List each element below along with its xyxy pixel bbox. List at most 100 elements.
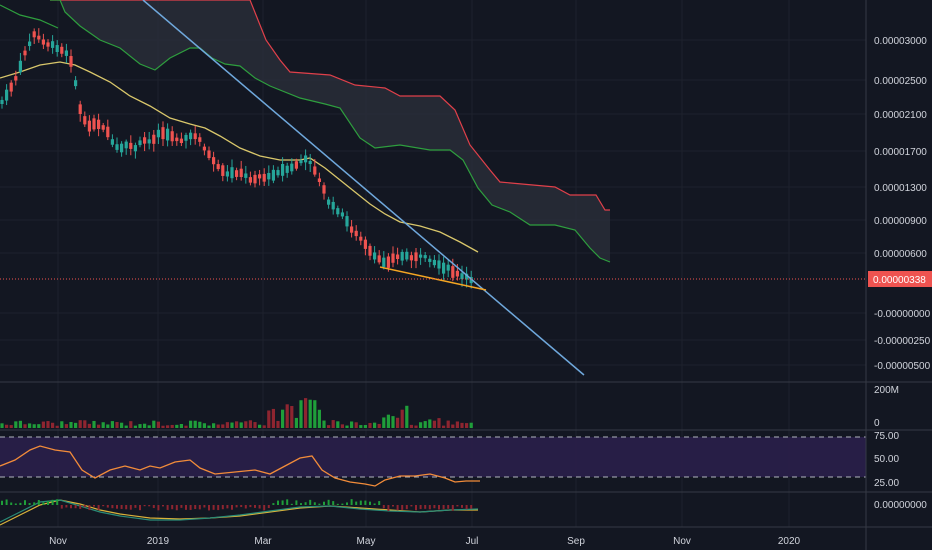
candle-body <box>152 134 156 144</box>
macd-histogram-bar <box>415 505 417 511</box>
x-axis-label: Nov <box>673 536 691 547</box>
axis-labels: 0.00003000 0.00002500 0.00002100 0.00001700… <box>49 36 932 547</box>
macd-histogram-bar <box>318 503 321 505</box>
macd-histogram-bar <box>37 499 40 505</box>
volume-bar <box>285 404 289 428</box>
macd-histogram-bar <box>93 505 95 507</box>
macd-histogram-bar <box>88 505 91 511</box>
volume-bar <box>5 424 9 428</box>
macd-histogram-bar <box>461 505 463 508</box>
candle-body <box>317 178 321 183</box>
volume-bar <box>193 420 197 428</box>
volume-bar <box>340 424 344 428</box>
volume-bar <box>64 424 68 428</box>
candle-body <box>423 255 427 259</box>
volume-bar <box>83 420 87 428</box>
candlestick-series <box>0 28 473 289</box>
candle-body <box>409 255 413 261</box>
macd-histogram-bar <box>74 505 77 509</box>
volume-bar <box>386 414 390 428</box>
candle-body <box>290 163 294 172</box>
volume-bar <box>51 422 55 428</box>
macd-histogram-bar <box>378 501 381 505</box>
candle-body <box>161 127 165 140</box>
price-tick-label: -0.00000500 <box>874 361 931 372</box>
volume-bar <box>451 424 455 428</box>
moving-average-line <box>0 61 479 253</box>
volume-bar <box>290 406 294 428</box>
candle-body <box>405 251 409 260</box>
macd-histogram-bar <box>162 505 164 507</box>
volume-bar <box>32 424 36 428</box>
macd-histogram-bar <box>433 505 436 509</box>
candle-body <box>60 46 64 54</box>
candle-body <box>345 216 349 227</box>
volume-bar <box>331 420 335 428</box>
candle-body <box>110 139 114 145</box>
macd-histogram-bar <box>198 505 201 510</box>
candle-body <box>313 166 317 175</box>
candle-body <box>239 168 243 177</box>
candle-body <box>0 99 4 104</box>
macd-histogram-bar <box>111 505 114 509</box>
macd-histogram-bar <box>332 501 335 505</box>
macd-histogram-bar <box>346 502 348 505</box>
macd-histogram-bar <box>56 499 59 505</box>
candle-body <box>428 258 432 262</box>
volume-bar <box>345 425 349 428</box>
volume-bar <box>377 423 381 428</box>
candle-body <box>64 50 68 56</box>
volume-bar <box>212 423 216 428</box>
macd-histogram-bar <box>28 503 31 505</box>
volume-bar <box>179 423 183 428</box>
macd-histogram-bar <box>97 505 100 510</box>
volume-bar <box>115 422 119 428</box>
candle-body <box>469 277 473 284</box>
candle-body <box>156 129 160 138</box>
volume-bar <box>299 400 303 428</box>
macd-histogram-bar <box>70 505 72 509</box>
macd-histogram-bar <box>438 505 440 510</box>
volume-bar <box>170 424 174 428</box>
volume-bar <box>253 422 257 428</box>
macd-histogram-bar <box>19 502 22 505</box>
macd-histogram-bar <box>396 505 399 511</box>
candle-body <box>276 170 280 176</box>
macd-histogram-bar <box>116 505 118 509</box>
macd-histogram-bar <box>166 505 169 510</box>
volume-bar <box>313 400 317 428</box>
volume-bar <box>244 421 248 428</box>
volume-bar <box>0 423 4 428</box>
candle-body <box>340 212 344 217</box>
volume-bar <box>152 420 156 428</box>
price-tick-label: 0.00003000 <box>874 36 927 47</box>
candle-body <box>101 125 105 130</box>
macd-histogram-bar <box>194 505 197 510</box>
macd-histogram-bar <box>300 503 302 505</box>
macd-histogram-bar <box>341 503 344 505</box>
candle-body <box>9 82 13 92</box>
candle-body <box>327 199 331 205</box>
rsi-tick-label: 25.00 <box>874 478 899 489</box>
price-tick-label: 0.00001700 <box>874 147 927 158</box>
candle-body <box>179 138 183 144</box>
candle-body <box>451 266 455 278</box>
macd-histogram-bar <box>373 503 376 505</box>
candle-body <box>41 39 45 45</box>
x-axis-label: Mar <box>254 536 272 547</box>
candle-body <box>106 126 110 138</box>
volume-bar <box>373 422 377 428</box>
macd-histogram-bar <box>152 505 155 509</box>
candle-body <box>189 132 193 140</box>
candle-body <box>308 161 312 165</box>
volume-bar <box>147 425 151 428</box>
volume-bar <box>248 420 252 428</box>
candle-body <box>83 116 87 125</box>
macd-histogram-bar <box>10 502 13 505</box>
candle-body <box>74 80 78 87</box>
candle-body <box>166 128 170 141</box>
macd-panel <box>0 499 479 526</box>
macd-histogram-bar <box>171 505 174 510</box>
volume-bar <box>202 423 206 428</box>
